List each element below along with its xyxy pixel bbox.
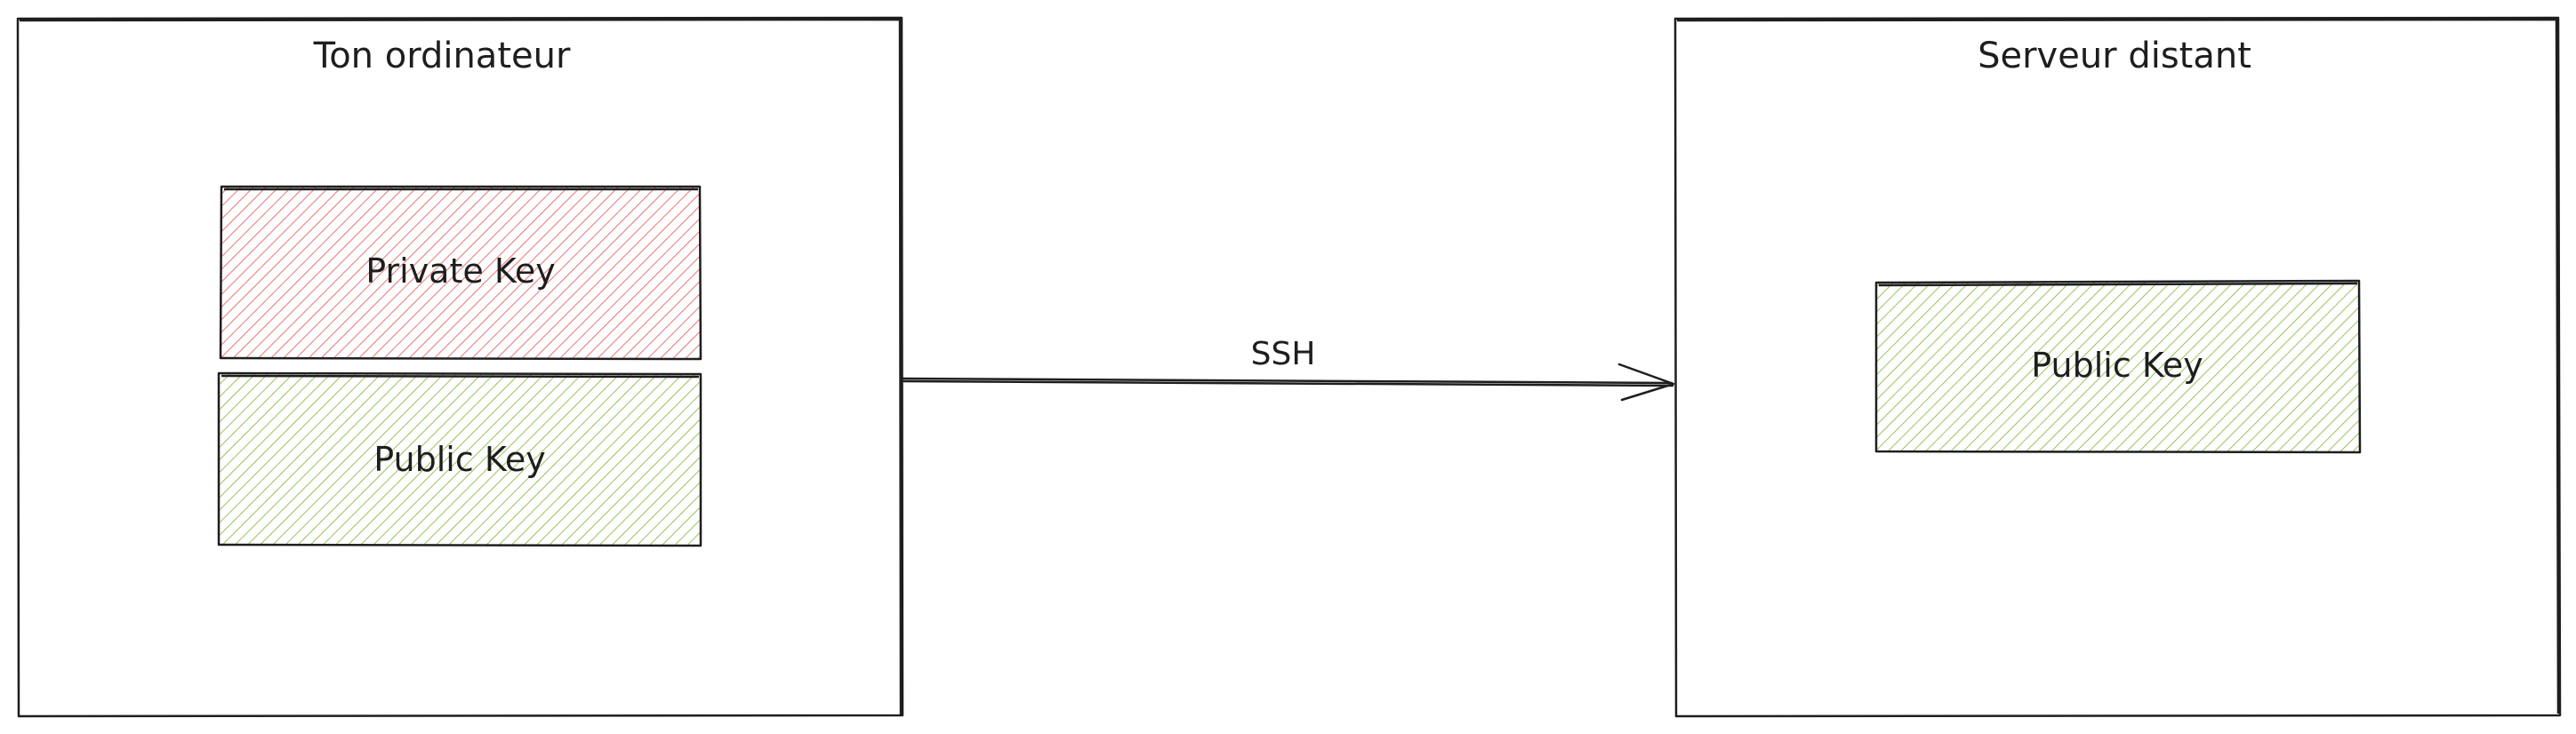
local-public-key-node[interactable]: Public Key (217, 371, 702, 547)
ssh-arrow-line (902, 377, 1674, 387)
remote-server-title: Serveur distant (1978, 36, 2251, 76)
local-private-key-label: Private Key (365, 251, 555, 291)
remote-server-node[interactable]: Serveur distant (1673, 16, 2562, 718)
local-public-key-border (217, 371, 702, 547)
remote-public-key-border (1874, 279, 2362, 454)
local-private-key-fill (221, 187, 700, 358)
remote-public-key-node[interactable]: Public Key (1874, 279, 2362, 454)
local-private-key-border (219, 185, 702, 361)
remote-public-key-label: Public Key (2031, 346, 2203, 385)
ssh-edge-label: SSH (1251, 336, 1316, 372)
local-computer-border (16, 16, 904, 718)
local-public-key-fill (219, 373, 701, 546)
ssh-edge[interactable]: SSH (902, 336, 1675, 402)
ssh-arrow-head (1617, 363, 1675, 402)
local-computer-title: Ton ordinateur (313, 36, 571, 76)
local-computer-node[interactable]: Ton ordinateur (16, 16, 904, 718)
local-private-key-node[interactable]: Private Key (219, 185, 702, 361)
remote-public-key-fill (1876, 283, 2359, 452)
remote-server-border (1673, 16, 2562, 718)
local-public-key-label: Public Key (373, 440, 545, 479)
